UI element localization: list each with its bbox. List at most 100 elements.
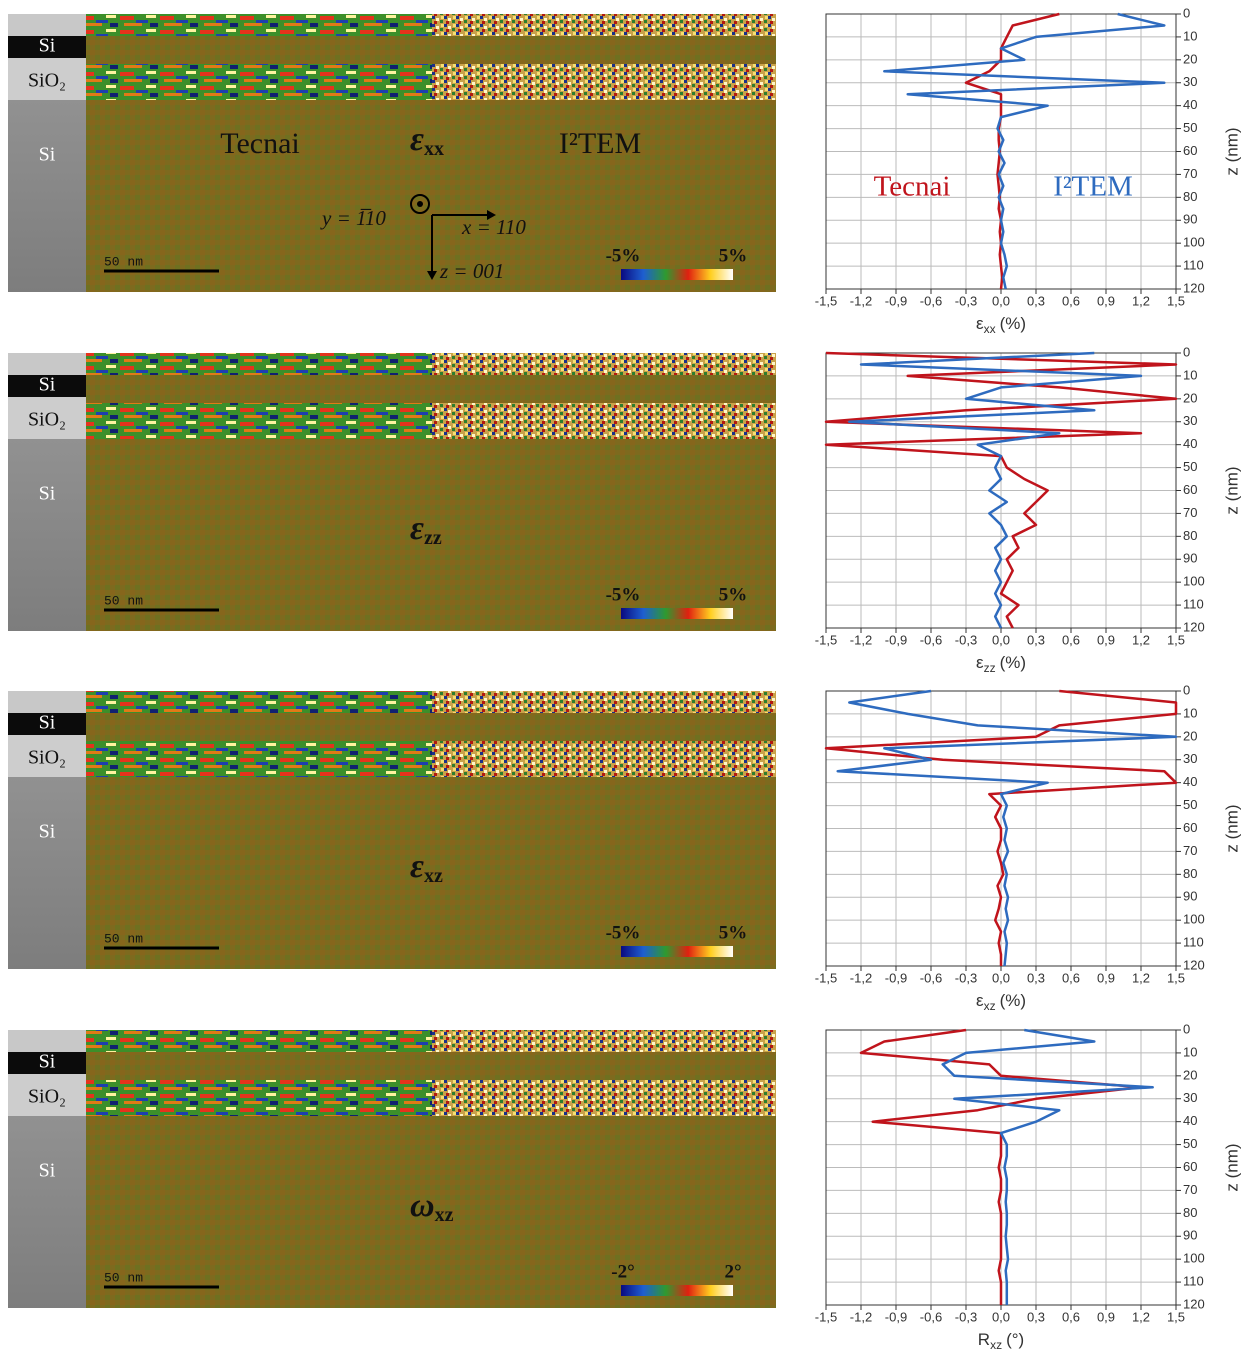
y-tick-label: 40 [1183, 436, 1197, 451]
x-label-symbol: ε [976, 314, 984, 333]
legend-label: I²TEM [1053, 171, 1133, 203]
axis-label: z = 001 [439, 259, 504, 283]
x-tick-label: -0,6 [920, 970, 942, 985]
x-tick-label: 0,0 [992, 970, 1010, 985]
y-tick-label: 10 [1183, 28, 1197, 43]
x-label-symbol: ε [976, 991, 984, 1010]
map-tecnai [86, 14, 432, 292]
y-tick-label: 50 [1183, 459, 1197, 474]
symbol-subscript: xz [424, 865, 443, 887]
colorbar [621, 946, 733, 957]
y-tick-label: 90 [1183, 1228, 1197, 1243]
map-tecnai [86, 353, 432, 631]
x-tick-label: 1,2 [1132, 632, 1150, 647]
y-tick-label: 60 [1183, 143, 1197, 158]
strain-band [432, 403, 776, 439]
y-axis-label: z (nm) [1222, 466, 1241, 514]
layer-label: Si [39, 35, 56, 57]
y-tick-label: 0 [1183, 1021, 1190, 1036]
profile-line [824, 351, 1178, 629]
y-tick-label: 30 [1183, 74, 1197, 89]
x-tick-label: 0,3 [1027, 632, 1045, 647]
strain-band [86, 403, 432, 439]
layer-label: Si [39, 712, 56, 734]
strain-band [432, 64, 776, 100]
x-tick-label: 0,6 [1062, 1309, 1080, 1324]
layer-label: SiO₂ [28, 70, 66, 92]
scale-label: 50 nm [104, 931, 143, 946]
legend-label: Tecnai [874, 171, 951, 203]
map-label: Tecnai [220, 127, 300, 160]
x-tick-label: -0,3 [955, 632, 977, 647]
x-tick-label: -0,9 [885, 1309, 907, 1324]
arrow-head [487, 210, 496, 220]
strain-band [86, 1030, 432, 1052]
tem-si-top [8, 36, 86, 58]
profile-line [824, 689, 1178, 966]
y-tick-label: 80 [1183, 189, 1197, 204]
x-tick-label: -0,6 [920, 632, 942, 647]
y-axis-label: z (nm) [1222, 1143, 1241, 1191]
scale-label: 50 nm [104, 1270, 143, 1285]
x-tick-label: -0,6 [920, 293, 942, 308]
x-tick-label: -0,3 [955, 970, 977, 985]
x-axis-label: εxx (%) [976, 314, 1026, 336]
component-symbol: εzz [410, 510, 442, 549]
x-tick-label: 0,9 [1097, 293, 1115, 308]
scale-label: 50 nm [104, 593, 143, 608]
symbol: ε [410, 510, 424, 547]
symbol-subscript: zz [424, 527, 442, 549]
x-label-unit: (%) [1000, 314, 1026, 333]
colorbar-min: -2° [611, 1261, 634, 1282]
tem-top [8, 691, 86, 713]
x-label-unit: (%) [1000, 653, 1026, 672]
x-tick-label: -1,2 [850, 632, 872, 647]
y-tick-label: 80 [1183, 1205, 1197, 1220]
x-tick-label: 0,0 [992, 293, 1010, 308]
x-tick-label: 1,5 [1167, 970, 1185, 985]
colorbar-max: 5% [719, 922, 748, 943]
y-tick-label: 90 [1183, 551, 1197, 566]
x-tick-label: 1,2 [1132, 1309, 1150, 1324]
axis-out-dot [417, 201, 423, 207]
layer-label: Si [39, 1160, 56, 1182]
arrow-head [427, 271, 437, 280]
profile-line [836, 689, 1178, 967]
x-tick-label: 0,0 [992, 632, 1010, 647]
x-tick-label: -0,9 [885, 293, 907, 308]
x-tick-label: -1,5 [815, 970, 837, 985]
colorbar-max: 2° [724, 1261, 741, 1282]
layer-label: Si [39, 483, 56, 505]
y-tick-label: 110 [1183, 258, 1204, 273]
x-tick-label: 0,3 [1027, 970, 1045, 985]
y-tick-label: 20 [1183, 390, 1197, 405]
map-i2tem [432, 353, 776, 631]
symbol-subscript: xx [424, 138, 444, 160]
axis-label: x = 110 [461, 215, 526, 239]
colorbar [621, 608, 733, 619]
y-tick-label: 0 [1183, 5, 1190, 20]
x-tick-label: -1,5 [815, 293, 837, 308]
x-tick-label: 0,6 [1062, 293, 1080, 308]
y-tick-label: 70 [1183, 505, 1197, 520]
x-label-unit: (°) [1006, 1330, 1024, 1349]
y-tick-label: 10 [1183, 705, 1197, 720]
map-tecnai [86, 691, 432, 969]
y-tick-label: 100 [1183, 574, 1205, 589]
strain-band [432, 14, 776, 36]
y-tick-label: 50 [1183, 120, 1197, 135]
strain-band [432, 1080, 776, 1116]
x-tick-label: 0,9 [1097, 970, 1115, 985]
y-tick-label: 100 [1183, 235, 1205, 250]
y-axis-label: z (nm) [1222, 127, 1241, 175]
x-axis-label: εzz (%) [976, 653, 1026, 675]
y-tick-label: 70 [1183, 166, 1197, 181]
x-tick-label: 1,5 [1167, 293, 1185, 308]
y-tick-label: 30 [1183, 1090, 1197, 1105]
strain-band [86, 64, 432, 100]
y-tick-label: 30 [1183, 751, 1197, 766]
x-label-sub: xz [990, 1338, 1002, 1352]
tem-si-top [8, 713, 86, 735]
symbol: ε [410, 121, 424, 158]
